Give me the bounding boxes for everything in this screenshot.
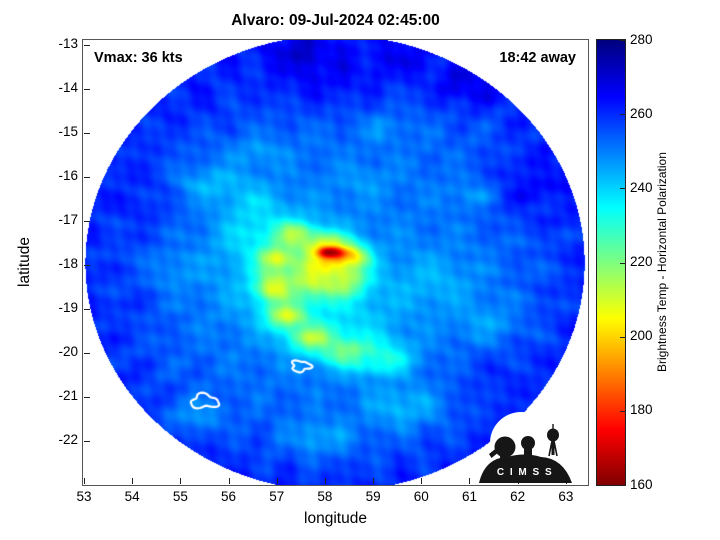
y-tick-mark — [84, 220, 90, 222]
logo-tower-leg — [551, 439, 555, 455]
x-tick-mark — [132, 478, 134, 484]
x-tick-label: 57 — [269, 489, 285, 504]
colorbar-tick-label: 200 — [630, 328, 653, 344]
colorbar-tick-label: 280 — [630, 31, 653, 47]
logo-dome-large-icon — [494, 436, 516, 458]
y-tick-mark — [84, 132, 90, 134]
colorbar-tick-label: 180 — [630, 402, 653, 418]
y-tick-label: -19 — [58, 300, 78, 316]
x-tick-label: 55 — [172, 489, 188, 504]
y-tick-label: -15 — [58, 124, 78, 140]
cimss-logo-text: C I M S S — [497, 467, 553, 478]
x-tick-mark — [83, 478, 85, 484]
x-tick-mark — [180, 478, 182, 484]
x-tick-label: 61 — [461, 489, 477, 504]
colorbar-tick-mark — [620, 336, 625, 338]
y-tick-mark — [84, 88, 90, 90]
y-tick-mark — [84, 440, 90, 442]
x-tick-label: 56 — [221, 489, 237, 504]
satellite-image-canvas — [82, 39, 589, 486]
colorbar-tick-mark — [620, 262, 625, 264]
y-tick-mark — [84, 44, 90, 46]
y-tick-label: -17 — [58, 212, 78, 228]
x-tick-mark — [324, 478, 326, 484]
logo-hill — [479, 454, 572, 483]
logo-tower-strut-right — [553, 440, 558, 457]
y-tick-mark — [84, 176, 90, 178]
x-tick-label: 59 — [365, 489, 381, 504]
y-tick-label: -13 — [58, 36, 78, 52]
colorbar-tick-mark — [620, 410, 625, 412]
colorbar-tick-label: 240 — [630, 179, 653, 195]
logo-dome-small-icon — [521, 436, 535, 450]
y-tick-label: -18 — [58, 256, 78, 272]
y-tick-label: -14 — [58, 80, 78, 96]
y-tick-label: -20 — [58, 344, 78, 360]
x-tick-mark — [228, 478, 230, 484]
colorbar-tick-mark — [620, 188, 625, 190]
cimss-logo: C I M S S — [479, 412, 572, 483]
vmax-annotation: Vmax: 36 kts — [94, 50, 183, 66]
x-tick-mark — [373, 478, 375, 484]
x-tick-label: 58 — [317, 489, 333, 504]
x-tick-label: 54 — [124, 489, 140, 504]
colorbar-tick-mark — [620, 114, 625, 116]
x-axis-label: longitude — [304, 510, 367, 527]
y-tick-mark — [84, 264, 90, 266]
colorbar-tick-label: 160 — [630, 476, 653, 492]
y-tick-mark — [84, 352, 90, 354]
colorbar-tick-mark — [620, 485, 625, 486]
x-tick-label: 60 — [413, 489, 429, 504]
logo-water-tower-icon — [547, 428, 559, 442]
x-tick-label: 63 — [558, 489, 574, 504]
plot-title: Alvaro: 09-Jul-2024 02:45:00 — [231, 12, 440, 29]
y-tick-label: -16 — [58, 168, 78, 184]
logo-dome-small-base — [524, 447, 532, 456]
x-tick-mark — [469, 478, 471, 484]
y-tick-mark — [84, 396, 90, 398]
logo-dish-icon — [489, 446, 502, 458]
colorbar-tick-label: 220 — [630, 254, 653, 269]
y-tick-label: -21 — [58, 388, 78, 404]
x-tick-label: 62 — [510, 489, 526, 504]
logo-tower-strut-left — [548, 440, 553, 457]
y-tick-label: -22 — [58, 432, 78, 448]
eta-annotation: 18:42 away — [499, 50, 576, 66]
y-tick-mark — [84, 308, 90, 310]
x-tick-label: 53 — [76, 489, 92, 504]
x-tick-mark — [276, 478, 278, 484]
colorbar-tick-mark — [620, 40, 625, 41]
x-tick-mark — [421, 478, 423, 484]
colorbar-tick-label: 260 — [630, 105, 653, 121]
